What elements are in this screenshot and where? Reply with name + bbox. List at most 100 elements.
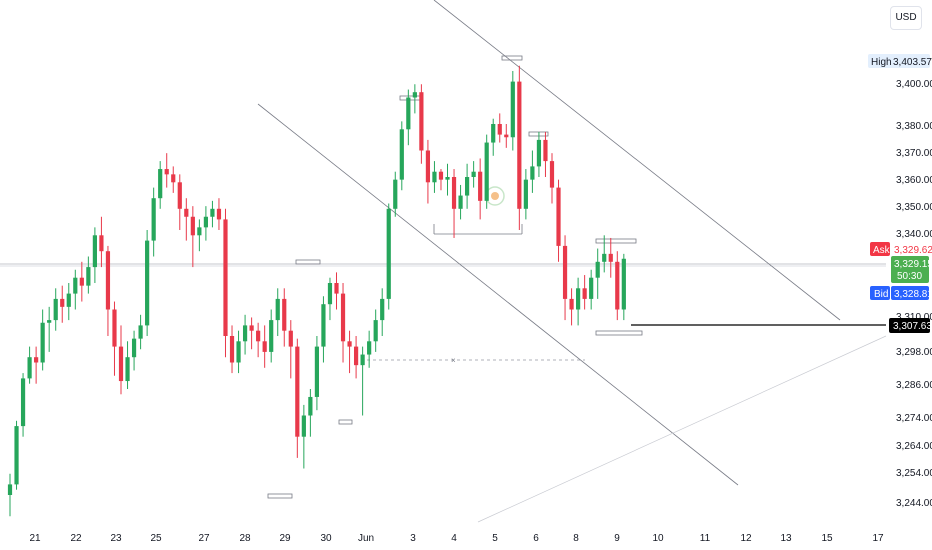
candle-body [438, 171, 444, 180]
x-tick-label: 21 [29, 533, 41, 544]
x-tick-label: 25 [150, 533, 162, 544]
candle-body [177, 182, 182, 209]
candle-body [256, 330, 261, 342]
candle-body [79, 277, 84, 286]
x-tick-label: 15 [821, 533, 833, 544]
candle-body [556, 187, 561, 246]
candle-body [367, 341, 372, 355]
y-tick-label: 3,370.00 [896, 148, 932, 159]
candle-body [399, 129, 404, 180]
candle-body [314, 346, 320, 397]
x-tick-label: 30 [320, 533, 332, 544]
candle-body [576, 288, 581, 310]
candle-body [229, 336, 235, 363]
extreme-bracket-7 [595, 330, 643, 336]
candle-body [425, 150, 431, 183]
watermark-logo-center [491, 192, 499, 200]
candle-body [451, 177, 457, 209]
candle-body [112, 309, 117, 347]
candle-body [340, 293, 346, 342]
candle-body [406, 97, 411, 130]
extreme-bracket-0 [267, 493, 293, 499]
candle-body [602, 253, 607, 262]
candle-body [327, 283, 333, 305]
candle-body [7, 484, 13, 495]
candle-body [92, 235, 97, 268]
y-tick-label: 3,254.00 [896, 468, 932, 479]
candle-body [164, 169, 169, 175]
candle-body [373, 320, 378, 342]
x-tick-label: 5 [492, 533, 498, 544]
candle-body [608, 253, 613, 262]
last-price-bg [891, 256, 929, 283]
level-value: 3,307.63 [893, 321, 932, 332]
candle-body [53, 298, 58, 321]
candle-body [145, 240, 150, 326]
candle-body [458, 195, 463, 209]
y-tick-label: 3,400.00 [896, 79, 932, 90]
candle-body [216, 208, 222, 220]
candle-body [412, 92, 417, 98]
candle-body [34, 357, 39, 363]
candle-body [236, 341, 241, 363]
candle-body [14, 426, 19, 485]
candle-body [301, 415, 306, 437]
bid-value: 3,328.81 [894, 289, 932, 300]
candle-body [595, 261, 600, 278]
candle-body [582, 288, 587, 299]
candle-body [105, 251, 111, 310]
candle-body [360, 354, 365, 366]
y-tick-label: 3,380.00 [896, 121, 932, 132]
countdown: 50:30 [897, 271, 922, 282]
y-tick-label: 3,244.00 [896, 498, 932, 509]
ask-label: Ask [873, 245, 891, 256]
y-tick-label: 3,310.00 [896, 312, 932, 323]
candle-body [242, 325, 248, 342]
candle-body [621, 258, 626, 310]
y-tick-label: 3,350.00 [896, 202, 932, 213]
candle-body [20, 378, 26, 427]
channel-lower-line [257, 103, 739, 486]
currency-button[interactable]: USD [890, 6, 922, 30]
candle-body [484, 142, 489, 201]
extreme-bracket-4 [501, 55, 523, 61]
x-tick-label: 3 [410, 533, 416, 544]
x-tick-label: 4 [451, 533, 457, 544]
time-axis[interactable]: 21 22 23 25 27 28 29 30 Jun 3 4 5 6 8 9 10 11 12 13 15 17 [29, 533, 884, 544]
extreme-bracket-1 [338, 419, 353, 425]
candle-body [615, 261, 620, 310]
candle-body [269, 320, 274, 352]
candle-body [40, 322, 45, 363]
candle-body [569, 298, 574, 310]
candle-body [523, 179, 528, 209]
candle-body [99, 235, 104, 252]
price-axis[interactable]: 3,400.00 3,380.00 3,370.00 3,360.00 3,350.00… [896, 79, 932, 509]
x-tick-label: 22 [70, 533, 82, 544]
extreme-bracket-6 [595, 238, 637, 244]
candle-body [432, 171, 437, 183]
candle-body [171, 174, 176, 183]
candle-body [275, 298, 280, 321]
candle-body [184, 208, 189, 217]
candle-body [210, 208, 215, 217]
x-tick-label: 27 [198, 533, 210, 544]
candle-body [353, 346, 359, 366]
bid-tag: Bid 3,328.81 [870, 286, 932, 300]
x-tick-label: 29 [279, 533, 291, 544]
candle-body [308, 396, 313, 416]
candle-body [73, 277, 78, 294]
y-tick-label: 3,340.00 [896, 229, 932, 240]
candle-body [138, 325, 143, 339]
bid-label: Bid [874, 289, 888, 300]
candle-body [125, 357, 130, 382]
y-tick-label: 3,274.00 [896, 413, 932, 424]
candle-body [465, 177, 470, 196]
candle-body [562, 245, 568, 299]
candle-body [249, 325, 254, 331]
candle-body [158, 169, 163, 199]
candle-body [118, 346, 124, 382]
high-label: High [871, 57, 892, 68]
x-tick-label: Jun [358, 533, 374, 544]
extreme-bracket-2 [295, 259, 321, 265]
